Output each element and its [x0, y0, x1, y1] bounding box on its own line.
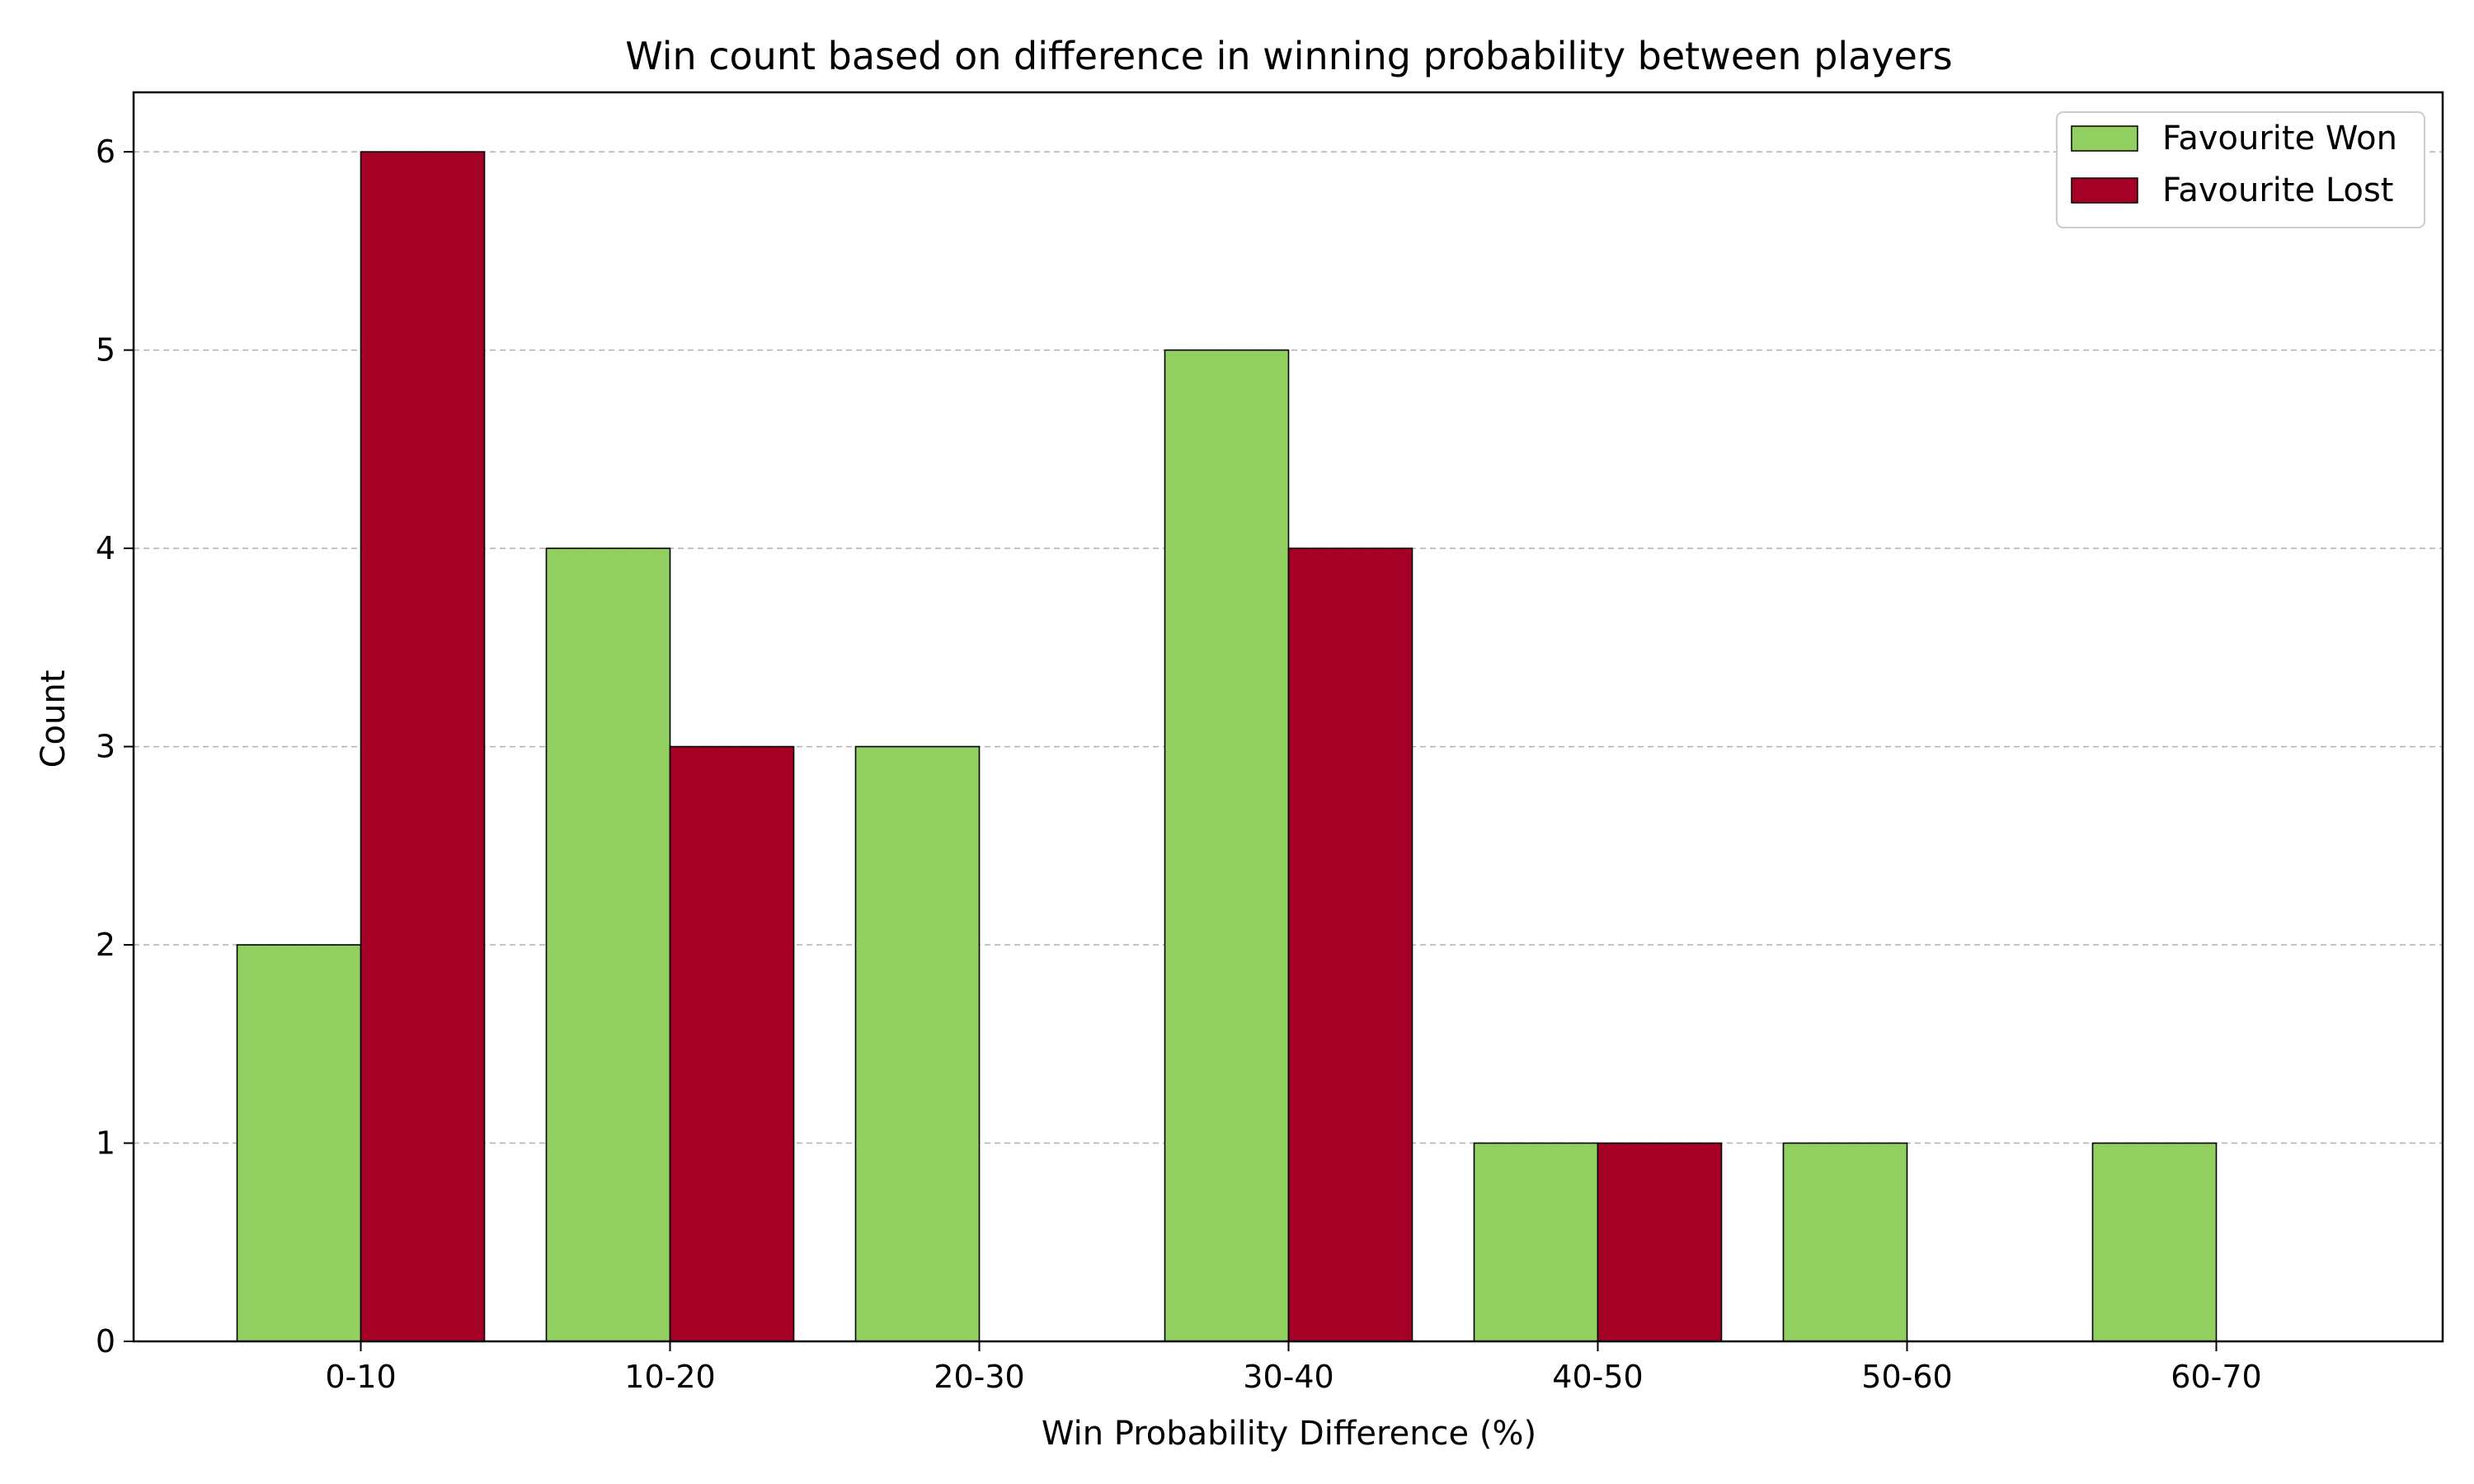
- bar-favourite-lost-30-40: [1287, 547, 1413, 1342]
- y-tick-label: 6: [96, 134, 115, 170]
- bar-favourite-won-60-70: [2091, 1142, 2218, 1342]
- y-tick-label: 4: [96, 530, 115, 566]
- x-tick-label: 0-10: [325, 1359, 396, 1395]
- bar-favourite-won-40-50: [1473, 1142, 1599, 1342]
- x-axis-label: Win Probability Difference (%): [1042, 1415, 1536, 1453]
- bar-favourite-won-10-20: [545, 547, 671, 1342]
- chart-title: Win count based on difference in winning…: [625, 34, 1953, 78]
- y-tick-label: 0: [96, 1323, 115, 1360]
- y-tick-label: 2: [96, 927, 115, 963]
- bar-favourite-won-30-40: [1164, 349, 1290, 1342]
- y-tick-label: 5: [96, 332, 115, 369]
- x-tick-label: 20-30: [934, 1359, 1024, 1395]
- y-tick-label: 1: [96, 1125, 115, 1162]
- legend-box: [2056, 111, 2425, 228]
- legend-swatch-favourite-lost: [2071, 177, 2138, 204]
- bar-favourite-won-0-10: [236, 944, 362, 1342]
- bar-favourite-lost-0-10: [360, 151, 486, 1342]
- legend-label-favourite-won: Favourite Won: [2162, 120, 2397, 157]
- bar-favourite-lost-10-20: [669, 745, 795, 1342]
- bar-favourite-lost-40-50: [1597, 1142, 1723, 1342]
- x-axis: 0-10 10-20 20-30 30-40 40-50 50-60 60-70: [325, 1341, 2262, 1395]
- bars: [236, 151, 2218, 1342]
- x-tick-label: 30-40: [1243, 1359, 1333, 1395]
- y-axis-label: Count: [35, 670, 73, 768]
- x-tick-label: 60-70: [2171, 1359, 2261, 1395]
- x-tick-label: 50-60: [1861, 1359, 1952, 1395]
- legend-label-favourite-lost: Favourite Lost: [2162, 171, 2394, 209]
- y-axis: 0 1 2 3 4 5 6: [96, 134, 134, 1360]
- y-tick-label: 3: [96, 729, 115, 765]
- x-tick-label: 10-20: [624, 1359, 715, 1395]
- legend-swatch-favourite-won: [2071, 125, 2138, 152]
- x-tick-label: 40-50: [1552, 1359, 1643, 1395]
- bar-favourite-won-50-60: [1782, 1142, 1908, 1342]
- legend: Favourite Won Favourite Lost: [2056, 111, 2425, 228]
- bar-favourite-won-20-30: [854, 745, 981, 1342]
